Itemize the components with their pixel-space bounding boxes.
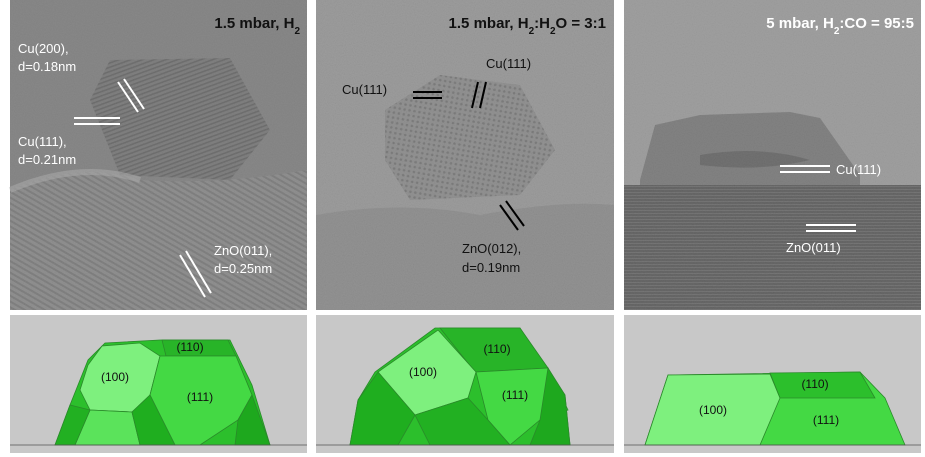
label: d=0.19nm	[462, 260, 520, 275]
title-text: O = 3:1	[556, 15, 606, 32]
facet-label: (110)	[176, 340, 203, 354]
label: d=0.21nm	[18, 152, 76, 167]
title-text: 5 mbar, H	[766, 15, 834, 32]
facet-label: (110)	[483, 342, 510, 356]
title-text: :H	[534, 15, 550, 32]
shape-model: (110) (100) (111)	[316, 315, 614, 453]
title-text: :CO = 95:5	[839, 15, 914, 32]
facet-label: (111)	[187, 390, 213, 404]
facet-label: (111)	[813, 413, 839, 427]
shape	[624, 0, 921, 310]
facet-label: (111)	[502, 388, 528, 402]
label: Cu(111)	[836, 162, 881, 177]
label: d=0.18nm	[18, 59, 76, 74]
title-text: 1.5 mbar, H	[214, 15, 294, 32]
facet-label: (100)	[409, 365, 437, 379]
facet-label: (100)	[101, 370, 129, 384]
facet-label: (100)	[699, 403, 727, 417]
shape-model: (110) (100) (111)	[10, 315, 307, 453]
subscript: 2	[294, 26, 300, 37]
label: d=0.25nm	[214, 261, 272, 276]
label: Cu(111),	[18, 134, 67, 149]
title-text: 1.5 mbar, H	[449, 15, 529, 32]
facet-label: (110)	[801, 377, 828, 391]
label: Cu(200),	[18, 41, 69, 56]
label: ZnO(011),	[214, 243, 272, 258]
shape-model: (110) (100) (111)	[624, 315, 921, 453]
tem-image	[624, 0, 921, 310]
label: Cu(111)	[486, 56, 531, 71]
label: ZnO(011)	[786, 240, 841, 255]
figure: 1.5 mbar, H2 1.5 mbar, H2:H2O = 3:1 5 mb…	[0, 0, 925, 457]
label: ZnO(012),	[462, 241, 521, 256]
label: Cu(111)	[342, 82, 387, 97]
